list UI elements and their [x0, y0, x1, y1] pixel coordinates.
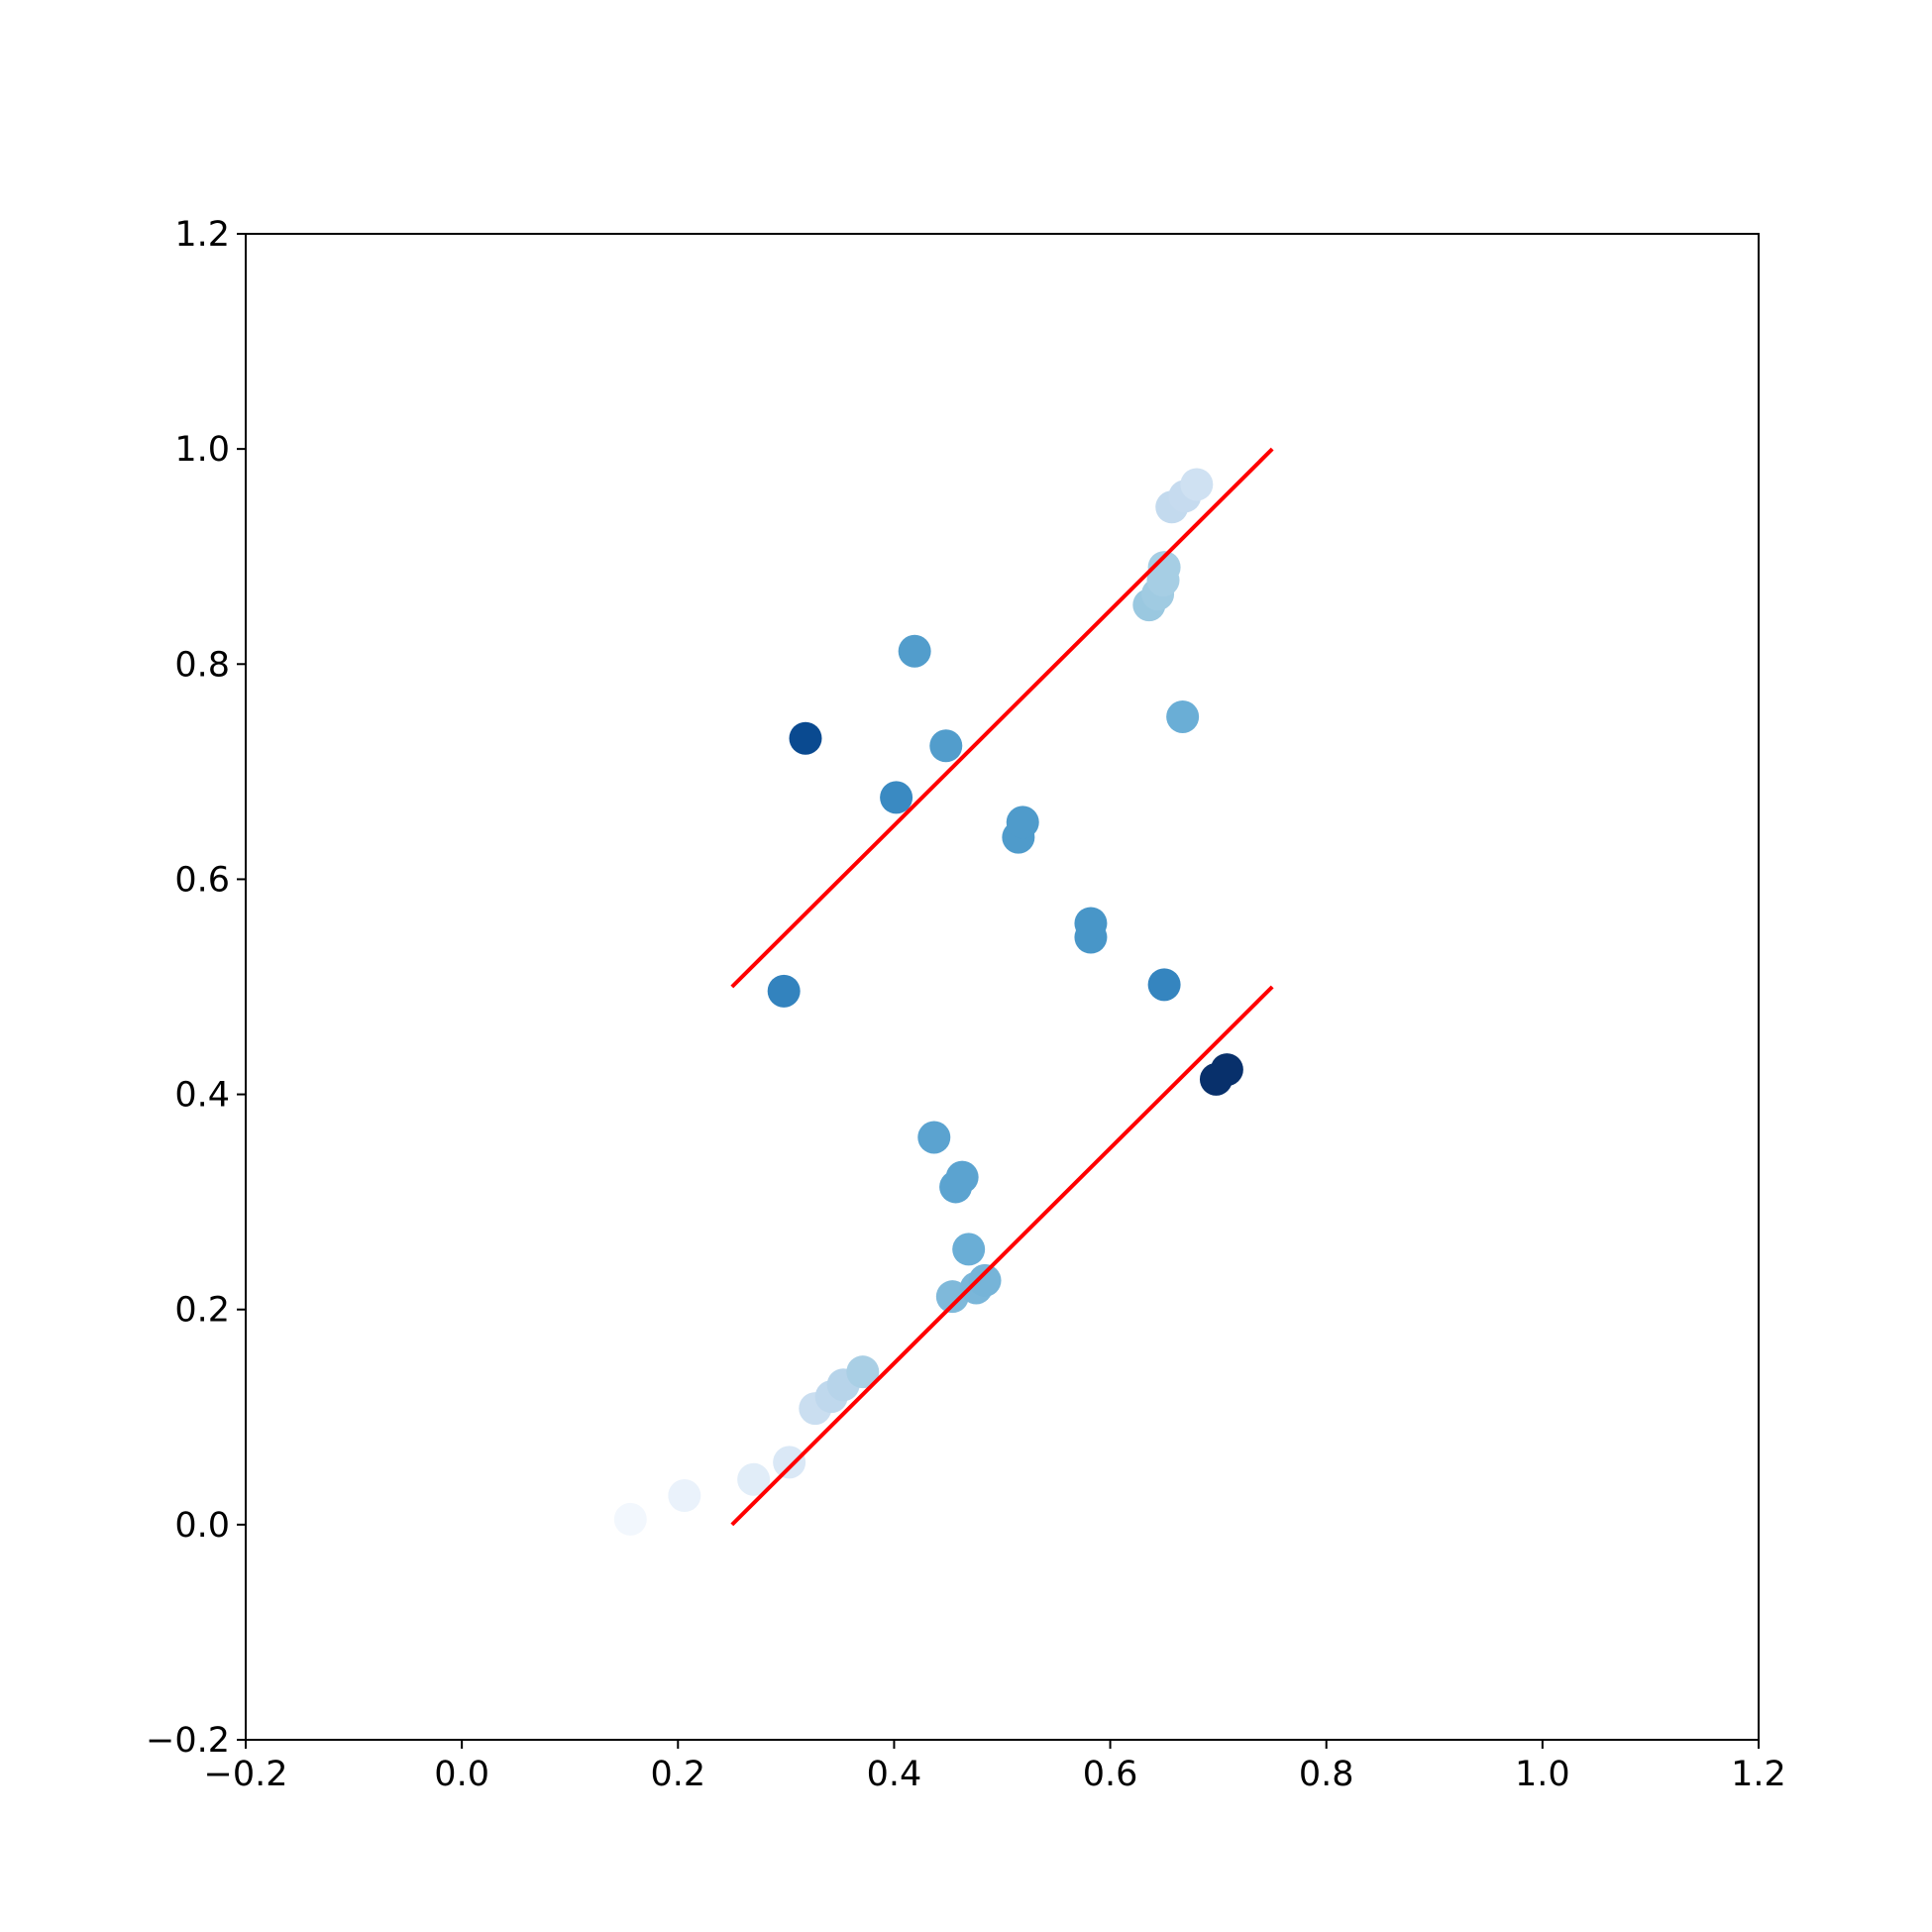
x-tick-label: −0.2 — [204, 1755, 288, 1794]
point — [668, 1479, 701, 1513]
point — [1147, 968, 1181, 1002]
y-tick-label: 0.0 — [174, 1506, 230, 1546]
y-tick-label: 0.2 — [174, 1291, 230, 1331]
y-tick-label: 0.4 — [174, 1076, 230, 1116]
point — [767, 974, 801, 1008]
point — [968, 1263, 1002, 1297]
point — [917, 1121, 951, 1154]
y-tick-label: 1.0 — [174, 430, 230, 470]
point — [880, 781, 913, 814]
x-tick-label: 0.8 — [1299, 1755, 1354, 1794]
point — [945, 1160, 979, 1194]
point — [1074, 907, 1108, 940]
y-tick-label: −0.2 — [146, 1721, 230, 1761]
reference-line — [730, 985, 1274, 1527]
point — [789, 721, 822, 755]
y-tick-label: 0.8 — [174, 645, 230, 685]
reference-line — [730, 447, 1274, 989]
point — [898, 634, 931, 668]
point — [1147, 551, 1181, 585]
plot-frame — [245, 233, 1760, 1741]
point — [1006, 805, 1039, 839]
point — [1166, 699, 1200, 733]
point — [1210, 1053, 1243, 1087]
x-tick-label: 0.2 — [650, 1755, 705, 1794]
point — [929, 729, 963, 763]
y-tick-label: 0.6 — [174, 860, 230, 900]
point — [952, 1233, 986, 1266]
x-tick-label: 0.0 — [434, 1755, 489, 1794]
x-tick-label: 0.4 — [867, 1755, 922, 1794]
point — [1180, 468, 1214, 501]
point — [613, 1502, 647, 1536]
point — [773, 1446, 806, 1479]
x-tick-label: 1.2 — [1731, 1755, 1786, 1794]
point — [846, 1355, 880, 1389]
x-tick-label: 0.6 — [1083, 1755, 1138, 1794]
x-tick-label: 1.0 — [1515, 1755, 1570, 1794]
point — [737, 1462, 771, 1496]
y-tick-label: 1.2 — [174, 215, 230, 255]
